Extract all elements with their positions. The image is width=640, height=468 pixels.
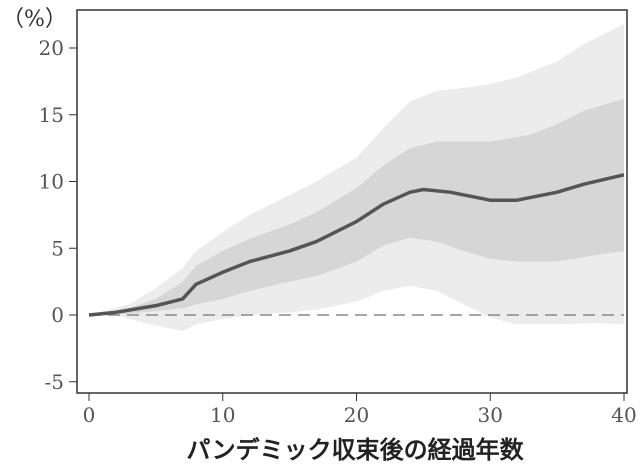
y-tick-label: -5 <box>45 370 64 394</box>
inner-confidence-band <box>89 98 624 315</box>
x-tick-label: 40 <box>611 403 636 427</box>
x-axis-label: パンデミック収束後の経過年数 <box>186 436 524 464</box>
y-tick-label: 5 <box>51 236 64 260</box>
x-tick-label: 10 <box>210 403 235 427</box>
y-tick-label: 15 <box>39 103 64 127</box>
y-tick-label: 20 <box>39 36 64 60</box>
mean-series-line <box>88 173 625 317</box>
x-tick-label: 0 <box>83 403 96 427</box>
y-tick-label: 10 <box>39 170 64 194</box>
y-axis-unit: （%） <box>2 7 67 32</box>
x-tick-label: 20 <box>344 403 369 427</box>
x-tick-label: 30 <box>478 403 503 427</box>
plot-frame <box>76 9 628 394</box>
y-tick-label: 0 <box>51 303 64 327</box>
